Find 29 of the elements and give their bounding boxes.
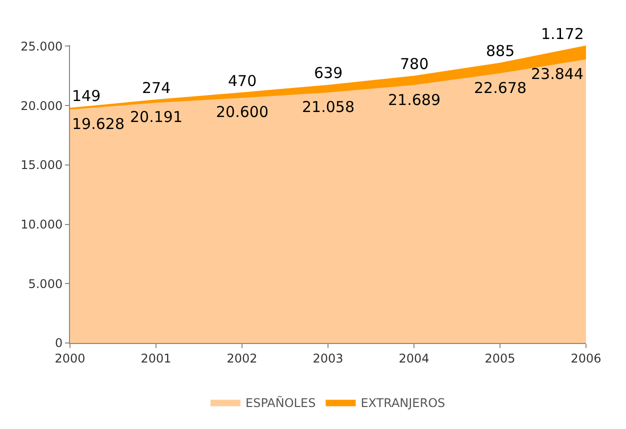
data-label: 780: [400, 55, 429, 73]
y-tick-label: 10.000: [20, 217, 63, 232]
data-label: 22.678: [474, 79, 526, 97]
data-label: 885: [486, 42, 515, 60]
data-label: 149: [72, 87, 101, 105]
x-tick-label: 2000: [54, 351, 86, 366]
data-label: 21.689: [388, 91, 440, 109]
data-label: 20.191: [130, 108, 182, 126]
data-label: 639: [314, 64, 343, 82]
y-tick-label: 25.000: [20, 39, 63, 54]
y-tick-label: 0: [54, 336, 63, 350]
legend-label: ESPAÑOLES: [246, 394, 316, 410]
x-tick-label: 2004: [398, 351, 430, 366]
x-tick-label: 2003: [312, 351, 344, 366]
y-tick-label: 5.000: [28, 276, 63, 291]
data-label: 23.844: [531, 65, 584, 83]
data-label: 1.172: [541, 25, 584, 43]
data-label: 20.600: [216, 103, 268, 121]
x-tick-label: 2006: [570, 351, 602, 366]
data-label: 470: [228, 72, 257, 90]
data-label: 274: [142, 79, 171, 97]
legend-label: EXTRANJEROS: [360, 396, 446, 410]
x-tick-label: 2005: [484, 351, 516, 366]
y-tick-label: 20.000: [20, 98, 63, 113]
data-label: 19.628: [72, 115, 124, 133]
x-tick-label: 2001: [140, 351, 172, 366]
x-tick-label: 2002: [226, 351, 258, 366]
data-label: 21.058: [302, 98, 354, 116]
y-tick-label: 15.000: [20, 158, 63, 172]
